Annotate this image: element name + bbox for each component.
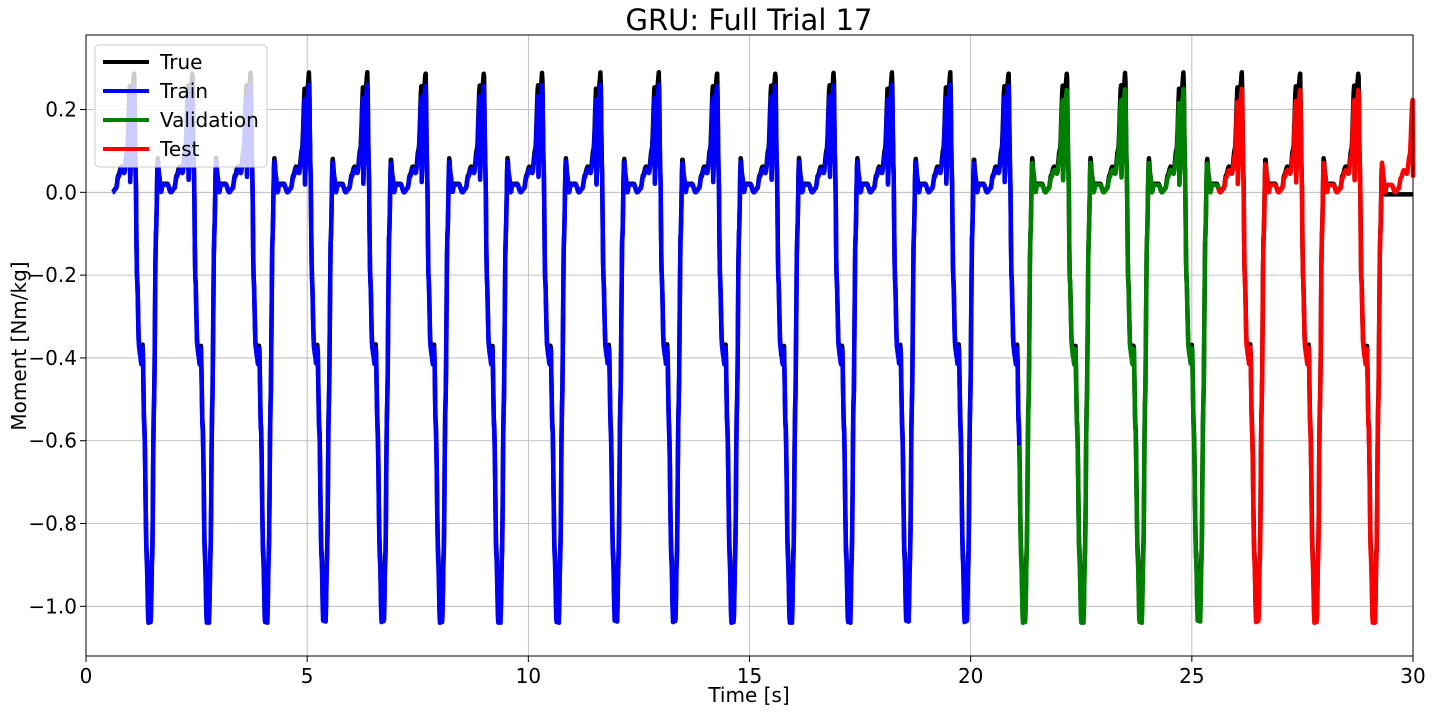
- x-tick-label: 10: [516, 664, 541, 688]
- legend-label-test: Test: [159, 137, 200, 161]
- axis-ticks: 0 5 10 15 20 25 30 0.2 0.0 −0.2 −0.4 −0.6 −0.8 −1.0: [28, 98, 1425, 688]
- x-tick-label: 5: [301, 664, 314, 688]
- legend: True Train Validation Test: [94, 44, 268, 168]
- series-line-test: [1216, 86, 1416, 626]
- chart-title: GRU: Full Trial 17: [625, 3, 872, 37]
- x-tick-label: 20: [958, 664, 983, 688]
- series-line-train: [110, 82, 1022, 626]
- x-tick-label: 15: [737, 664, 762, 688]
- y-tick-label: −0.8: [28, 512, 77, 536]
- legend-box: [94, 44, 268, 168]
- legend-label-train: Train: [159, 79, 208, 103]
- y-tick-label: −0.6: [28, 429, 77, 453]
- y-tick-label: −1.0: [28, 594, 77, 618]
- x-tick-label: 30: [1400, 664, 1425, 688]
- y-tick-label: 0.2: [45, 98, 77, 122]
- y-axis-label: Moment [Nm/kg]: [7, 261, 31, 430]
- x-axis-label: Time [s]: [707, 683, 789, 707]
- x-tick-label: 0: [80, 664, 93, 688]
- series-line-validation: [1017, 86, 1221, 626]
- grid-lines: [85, 35, 1414, 656]
- series-lines: [110, 70, 1416, 626]
- legend-label-true: True: [159, 50, 202, 74]
- y-tick-label: −0.2: [28, 263, 77, 287]
- y-tick-label: −0.4: [28, 346, 77, 370]
- legend-label-validation: Validation: [160, 108, 259, 132]
- x-tick-label: 25: [1179, 664, 1204, 688]
- y-tick-label: 0.0: [45, 180, 77, 204]
